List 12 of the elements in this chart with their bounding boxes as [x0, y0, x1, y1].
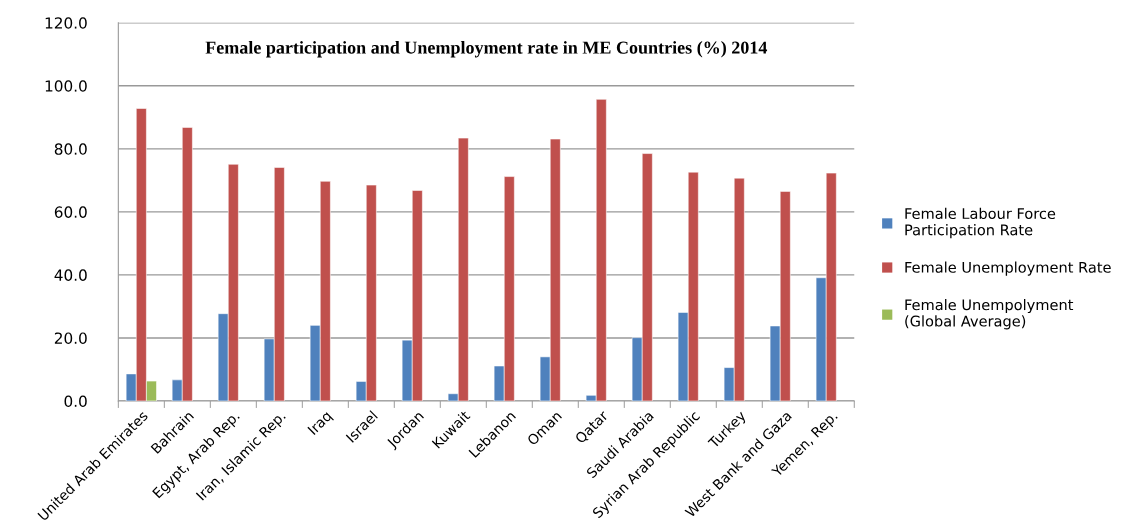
- y-tick-label: 120.0: [45, 17, 87, 29]
- x-tick-label: Iraq: [307, 410, 334, 438]
- y-tick-label: 0.0: [64, 395, 87, 407]
- y-tick-label: 100.0: [45, 80, 87, 92]
- y-tick-label: 80.0: [54, 143, 87, 155]
- legend-label: Female Unemployment Rate: [905, 261, 1111, 276]
- y-tick-label: 60.0: [54, 206, 87, 218]
- y-tick-label: 20.0: [54, 332, 87, 344]
- text: Female participation and Unemployment rate in ME Countries (%) 2014: [205, 41, 768, 58]
- y-tick-label: 40.0: [54, 269, 87, 281]
- legend-label: Female Unempolyment (Global Average): [905, 298, 1074, 330]
- legend-label: Female Labour Force Participation Rate: [905, 207, 1056, 239]
